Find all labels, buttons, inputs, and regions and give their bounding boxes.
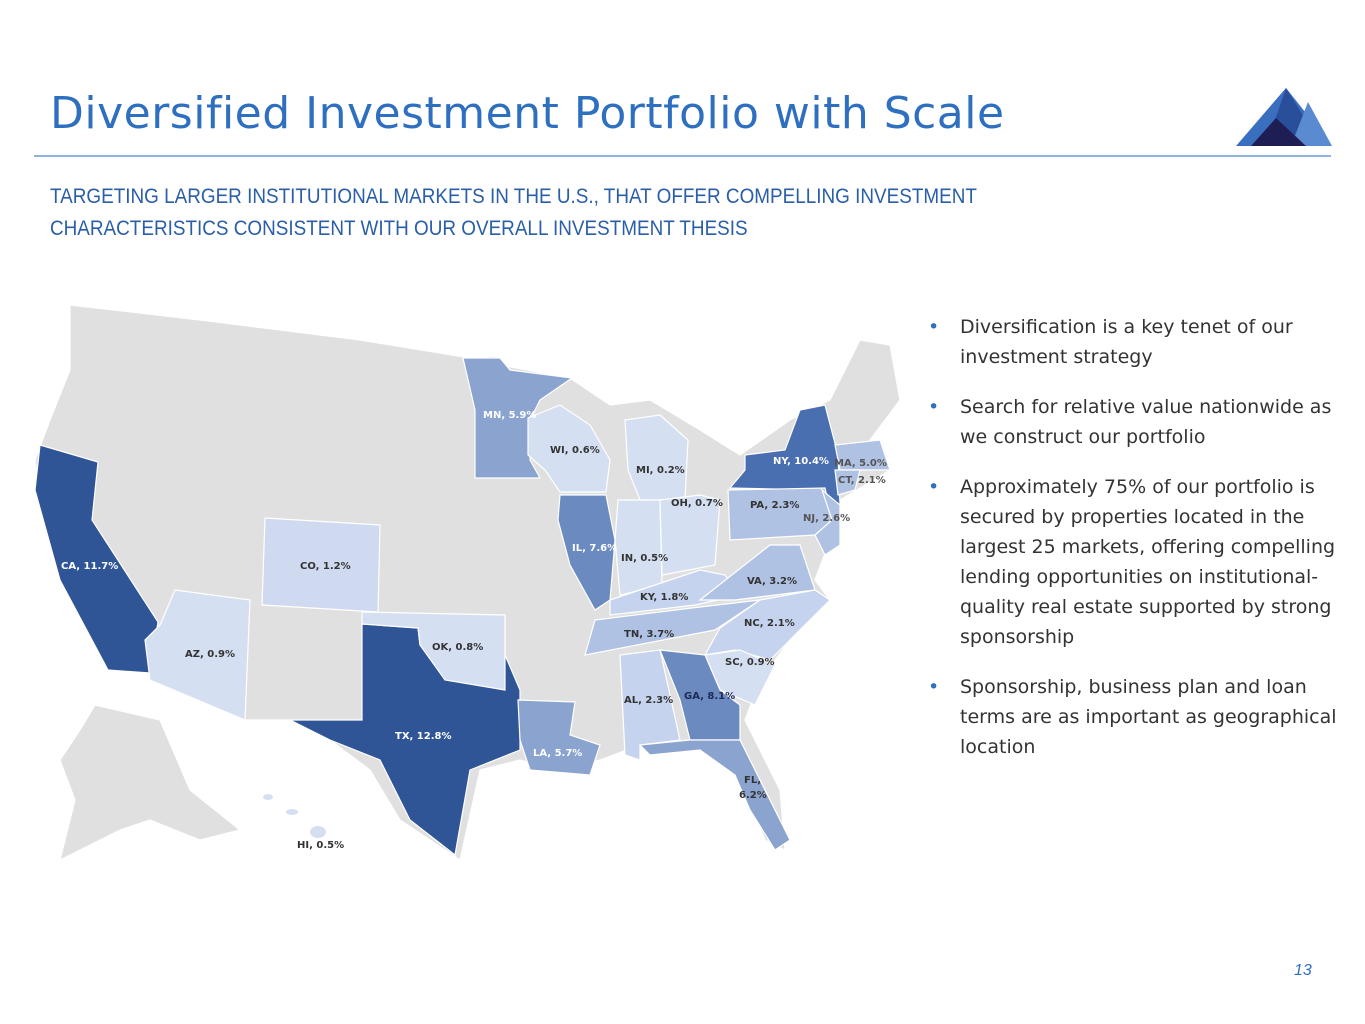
bullet-item: Diversification is a key tenet of our in… bbox=[924, 312, 1339, 372]
label-VA: VA, 3.2% bbox=[747, 576, 797, 587]
state-FL bbox=[638, 739, 791, 851]
state-GA bbox=[659, 649, 741, 741]
label-LA: LA, 5.7% bbox=[533, 748, 582, 759]
alaska bbox=[59, 704, 242, 862]
label-NY: NY, 10.4% bbox=[773, 456, 829, 467]
label-CT: CT, 2.1% bbox=[838, 475, 886, 486]
state-HI bbox=[263, 794, 326, 838]
state-OH bbox=[659, 494, 721, 576]
mountain-logo-icon bbox=[1236, 88, 1332, 146]
label-KY: KY, 1.8% bbox=[640, 592, 688, 603]
label-TN: TN, 3.7% bbox=[624, 629, 674, 640]
label-CA: CA, 11.7% bbox=[61, 561, 118, 572]
label-SC: SC, 0.9% bbox=[725, 657, 775, 668]
label-FL: FL, bbox=[744, 775, 761, 786]
label-MN: MN, 5.9% bbox=[483, 410, 536, 421]
label-NJ: NJ, 2.6% bbox=[803, 513, 850, 524]
label-WI: WI, 0.6% bbox=[550, 445, 600, 456]
subtitle-line: CHARACTERISTICS CONSISTENT WITH OUR OVER… bbox=[50, 217, 748, 240]
state-VA bbox=[698, 544, 816, 601]
bullet-list: Diversification is a key tenet of our in… bbox=[924, 312, 1339, 782]
page-title: Diversified Investment Portfolio with Sc… bbox=[50, 88, 1005, 139]
state-MA bbox=[834, 439, 891, 471]
title-divider bbox=[34, 155, 1331, 157]
state-OK bbox=[361, 611, 506, 691]
page-number: 13 bbox=[1294, 962, 1312, 979]
bullet-item: Sponsorship, business plan and loan term… bbox=[924, 672, 1339, 762]
label-IN: IN, 0.5% bbox=[621, 553, 668, 564]
state-LA bbox=[517, 699, 601, 776]
label-FL-value: 6.2% bbox=[739, 790, 767, 801]
label-AZ: AZ, 0.9% bbox=[185, 649, 235, 660]
label-CO: CO, 1.2% bbox=[300, 561, 351, 572]
bullet-item: Approximately 75% of our portfolio is se… bbox=[924, 472, 1339, 652]
state-IL bbox=[557, 494, 616, 611]
state-IN bbox=[614, 499, 663, 596]
label-MI: MI, 0.2% bbox=[636, 465, 685, 476]
bullet-item: Search for relative value nationwide as … bbox=[924, 392, 1339, 452]
label-OH: OH, 0.7% bbox=[671, 498, 723, 509]
subtitle: TARGETING LARGER INSTITUTIONAL MARKETS I… bbox=[50, 181, 1112, 245]
label-IL: IL, 7.6% bbox=[572, 543, 617, 554]
subtitle-line: TARGETING LARGER INSTITUTIONAL MARKETS I… bbox=[50, 185, 977, 208]
state-AZ bbox=[144, 589, 251, 721]
label-GA: GA, 8.1% bbox=[684, 691, 735, 702]
label-AL: AL, 2.3% bbox=[624, 695, 673, 706]
state-CT bbox=[834, 469, 861, 496]
label-MA: MA, 5.0% bbox=[834, 458, 887, 469]
label-OK: OK, 0.8% bbox=[432, 642, 483, 653]
label-NC: NC, 2.1% bbox=[744, 618, 795, 629]
state-NJ bbox=[814, 488, 841, 556]
state-WI bbox=[527, 404, 611, 493]
state-TN bbox=[584, 599, 761, 656]
label-HI: HI, 0.5% bbox=[297, 840, 344, 851]
label-TX: TX, 12.8% bbox=[395, 731, 452, 742]
label-PA: PA, 2.3% bbox=[750, 500, 799, 511]
